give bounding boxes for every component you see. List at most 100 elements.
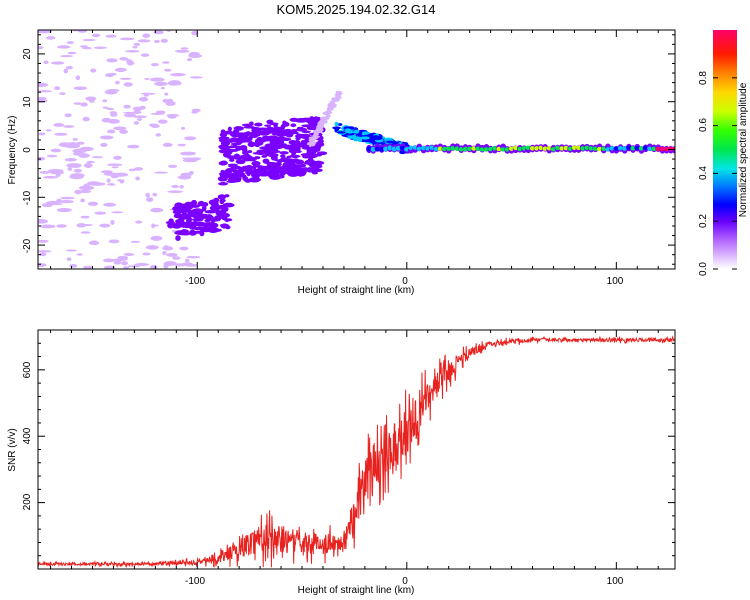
- patch-cell: [219, 223, 229, 227]
- patch-cell: [194, 230, 202, 234]
- band-cell: [247, 150, 253, 154]
- noise-speckle: [66, 41, 75, 44]
- noise-speckle: [88, 99, 95, 103]
- noise-speckle: [128, 168, 136, 172]
- noise-speckle: [163, 263, 169, 269]
- noise-speckle: [115, 80, 120, 85]
- band-cell: [244, 178, 252, 183]
- noise-speckle: [144, 77, 150, 80]
- band-cell: [230, 165, 242, 170]
- band-cell: [276, 130, 286, 137]
- rising-trace-cell: [327, 107, 334, 111]
- band-cell: [232, 169, 238, 174]
- noise-speckle: [59, 199, 74, 204]
- noise-speckle: [169, 73, 186, 77]
- band-cell: [291, 150, 297, 156]
- band-cell: [233, 132, 241, 136]
- rising-trace-cell: [327, 104, 335, 108]
- noise-speckle: [90, 68, 97, 73]
- noise-speckle: [38, 90, 53, 93]
- noise-speckle: [123, 253, 135, 256]
- noise-speckle: [180, 151, 196, 156]
- noise-speckle: [107, 129, 116, 134]
- noise-speckle: [77, 30, 87, 33]
- noise-speckle: [69, 264, 78, 268]
- noise-speckle: [160, 86, 165, 90]
- band-cell: [252, 168, 263, 175]
- band-cell: [275, 174, 283, 179]
- noise-speckle: [134, 263, 150, 266]
- band-cell: [278, 136, 284, 140]
- noise-speckle: [133, 115, 148, 119]
- band-cell: [296, 133, 302, 138]
- noise-speckle: [146, 197, 154, 202]
- rising-trace-cell: [335, 91, 340, 94]
- spectrogram-ytick-label: -10: [22, 190, 33, 205]
- noise-speckle: [53, 122, 65, 127]
- rising-trace-cell: [316, 127, 324, 132]
- patch-cell: [178, 216, 187, 221]
- spectrogram-ytick-label: 20: [22, 48, 33, 60]
- noise-speckle: [138, 96, 149, 102]
- noise-speckle: [172, 256, 181, 260]
- noise-speckle: [106, 107, 115, 111]
- noise-speckle: [101, 170, 113, 174]
- band-cell: [245, 165, 254, 170]
- noise-speckle: [150, 77, 165, 82]
- band-cell: [263, 128, 275, 134]
- colorbar-label: Normalized spectral amplitude: [738, 82, 749, 217]
- noise-speckle: [94, 211, 107, 215]
- band-cell: [231, 176, 242, 182]
- noise-speckle: [67, 51, 77, 55]
- noise-speckle: [110, 219, 115, 225]
- noise-speckle: [41, 202, 54, 208]
- carrier-cell: [437, 146, 443, 151]
- noise-speckle: [153, 39, 160, 43]
- spectrogram-xtick-label: -100: [185, 276, 205, 287]
- band-cell: [227, 163, 238, 167]
- noise-speckle: [153, 30, 164, 35]
- noise-speckle: [82, 116, 90, 122]
- band-cell: [271, 173, 277, 178]
- noise-speckle: [56, 207, 73, 213]
- noise-speckle: [76, 253, 83, 256]
- noise-speckle: [121, 261, 128, 266]
- noise-speckle: [38, 46, 44, 50]
- noise-speckle: [162, 250, 167, 256]
- noise-speckle: [119, 129, 129, 134]
- converging-trace-cell: [372, 135, 383, 141]
- noise-speckle: [135, 220, 143, 224]
- snr-x-axis-label: Height of straight line (km): [298, 585, 415, 596]
- noise-speckle: [102, 258, 115, 263]
- band-cell: [290, 128, 298, 133]
- band-cell: [259, 146, 270, 150]
- noise-speckle: [83, 183, 90, 188]
- patch-cell: [216, 215, 221, 222]
- band-cell: [233, 126, 244, 131]
- noise-speckle: [91, 156, 104, 159]
- band-cell: [286, 155, 292, 159]
- noise-speckle: [38, 99, 48, 103]
- rising-trace-cell: [329, 100, 336, 104]
- noise-speckle: [42, 175, 59, 179]
- noise-speckle: [191, 30, 199, 36]
- band-cell: [275, 126, 285, 132]
- noise-speckle: [73, 86, 88, 90]
- spectrogram-x-axis-label: Height of straight line (km): [298, 285, 415, 296]
- patch-cell: [201, 213, 209, 219]
- noise-speckle: [69, 174, 84, 180]
- noise-speckle: [123, 113, 137, 118]
- noise-speckle: [101, 117, 112, 123]
- noise-speckle: [50, 61, 65, 65]
- noise-speckle: [113, 126, 127, 131]
- noise-speckle: [108, 239, 120, 244]
- noise-speckle: [150, 207, 164, 213]
- patch-cell: [222, 202, 235, 208]
- snr-plot-area: [38, 330, 675, 569]
- patch-cell: [217, 194, 227, 200]
- noise-speckle: [136, 118, 143, 121]
- band-cell: [268, 147, 275, 151]
- noise-speckle: [82, 38, 96, 42]
- noise-speckle: [83, 163, 93, 169]
- spectrogram-ytick-label: 10: [22, 96, 33, 108]
